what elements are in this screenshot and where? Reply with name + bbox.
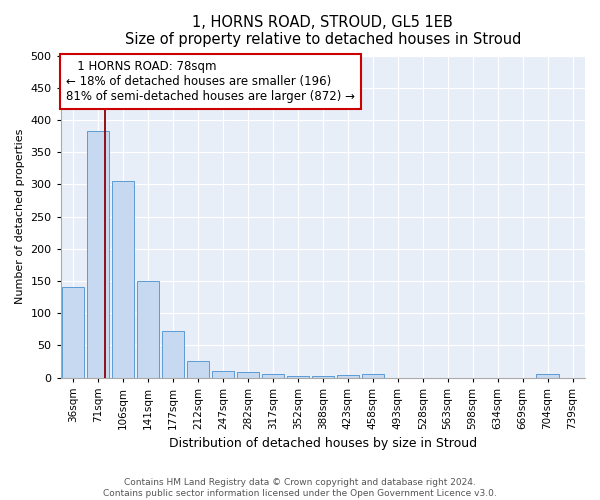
Bar — [112, 181, 134, 378]
Y-axis label: Number of detached properties: Number of detached properties — [15, 129, 25, 304]
Bar — [187, 362, 209, 378]
Text: 1 HORNS ROAD: 78sqm
← 18% of detached houses are smaller (196)
81% of semi-detac: 1 HORNS ROAD: 78sqm ← 18% of detached ho… — [66, 60, 355, 104]
Bar — [262, 374, 284, 378]
Text: Contains HM Land Registry data © Crown copyright and database right 2024.
Contai: Contains HM Land Registry data © Crown c… — [103, 478, 497, 498]
X-axis label: Distribution of detached houses by size in Stroud: Distribution of detached houses by size … — [169, 437, 477, 450]
Bar — [62, 288, 85, 378]
Bar — [287, 376, 309, 378]
Bar — [237, 372, 259, 378]
Bar — [162, 331, 184, 378]
Bar — [87, 131, 109, 378]
Bar — [337, 375, 359, 378]
Bar — [362, 374, 384, 378]
Bar — [311, 376, 334, 378]
Bar — [536, 374, 559, 378]
Bar — [212, 371, 234, 378]
Title: 1, HORNS ROAD, STROUD, GL5 1EB
Size of property relative to detached houses in S: 1, HORNS ROAD, STROUD, GL5 1EB Size of p… — [125, 15, 521, 48]
Bar — [137, 281, 160, 378]
